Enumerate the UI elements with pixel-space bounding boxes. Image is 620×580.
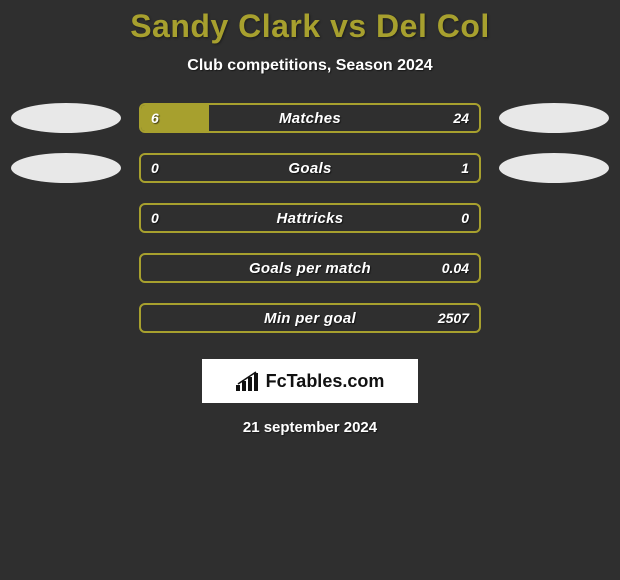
stat-label: Matches <box>141 105 479 131</box>
date-line: 21 september 2024 <box>243 419 377 436</box>
subtitle: Club competitions, Season 2024 <box>187 57 432 75</box>
stat-row: 6Matches24 <box>11 103 609 133</box>
stat-label: Hattricks <box>141 205 479 231</box>
brand-box[interactable]: FcTables.com <box>202 359 418 403</box>
stat-value-right: 24 <box>453 105 469 131</box>
player-right-marker <box>499 103 609 133</box>
stat-bar: Goals per match0.04 <box>139 253 481 283</box>
stat-value-right: 2507 <box>438 305 469 331</box>
stat-bar: 0Goals1 <box>139 153 481 183</box>
stat-row: Goals per match0.04 <box>11 253 609 283</box>
brand-text: FcTables.com <box>266 371 385 392</box>
stat-row: 0Goals1 <box>11 153 609 183</box>
stat-value-right: 0 <box>461 205 469 231</box>
stat-row: 0Hattricks0 <box>11 203 609 233</box>
player-right-marker <box>499 153 609 183</box>
stat-bar: 0Hattricks0 <box>139 203 481 233</box>
stat-value-right: 1 <box>461 155 469 181</box>
player-left-marker <box>11 103 121 133</box>
stat-bar: Min per goal2507 <box>139 303 481 333</box>
page-title: Sandy Clark vs Del Col <box>130 8 490 45</box>
player-left-marker <box>11 153 121 183</box>
brand-inner: FcTables.com <box>236 371 385 392</box>
stat-value-right: 0.04 <box>442 255 469 281</box>
stat-label: Goals <box>141 155 479 181</box>
stats-region: 6Matches240Goals10Hattricks0Goals per ma… <box>11 103 609 353</box>
stat-bar: 6Matches24 <box>139 103 481 133</box>
stat-label: Min per goal <box>141 305 479 331</box>
stat-row: Min per goal2507 <box>11 303 609 333</box>
stat-label: Goals per match <box>141 255 479 281</box>
comparison-widget: Sandy Clark vs Del Col Club competitions… <box>0 0 620 436</box>
bar-chart-icon <box>236 371 260 391</box>
